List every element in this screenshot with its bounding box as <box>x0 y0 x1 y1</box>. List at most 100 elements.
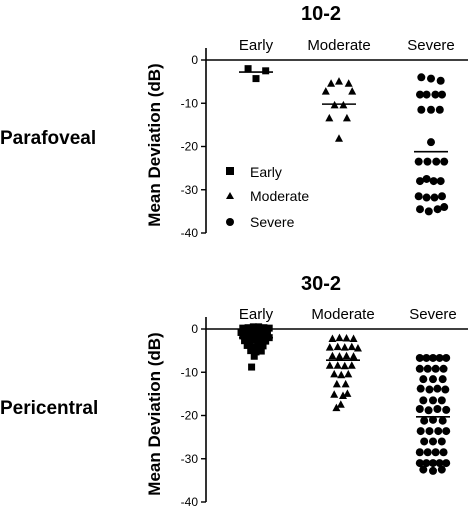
data-point-severe <box>419 465 428 474</box>
data-point-moderate <box>335 333 344 342</box>
data-point-moderate <box>325 343 334 351</box>
data-point-severe <box>429 466 437 475</box>
data-point-moderate <box>337 370 346 379</box>
data-point-early <box>243 341 251 349</box>
data-point-moderate <box>335 352 344 360</box>
y-tick-label: -40 <box>181 226 199 240</box>
data-point-severe <box>442 405 451 414</box>
data-point-moderate <box>332 379 341 388</box>
data-point-moderate <box>335 77 343 85</box>
data-point-severe <box>416 384 425 393</box>
data-point-early <box>254 342 262 350</box>
data-point-early <box>260 324 268 332</box>
data-point-severe <box>417 73 426 82</box>
legend-triangle-icon <box>226 192 234 199</box>
data-point-severe <box>431 364 440 373</box>
data-point-severe <box>430 193 439 202</box>
data-point-moderate <box>349 352 358 360</box>
data-point-moderate <box>342 113 351 122</box>
data-point-severe <box>415 448 424 457</box>
data-point-severe <box>415 353 424 362</box>
data-point-severe <box>414 192 423 201</box>
data-point-early <box>241 337 249 345</box>
data-point-severe <box>433 205 442 214</box>
data-point-severe <box>422 90 431 99</box>
data-point-severe <box>429 415 437 424</box>
data-point-severe <box>420 437 429 446</box>
data-point-severe <box>423 157 432 166</box>
y-tick-label: -20 <box>181 140 199 154</box>
data-point-moderate <box>336 400 345 408</box>
data-point-moderate <box>332 403 341 412</box>
data-point-severe <box>439 448 448 457</box>
category-label-severe: Severe <box>407 37 455 54</box>
data-point-moderate <box>339 391 347 400</box>
data-point-severe <box>420 416 429 425</box>
data-point-early <box>244 65 252 73</box>
data-point-moderate <box>321 87 330 95</box>
data-point-severe <box>440 157 449 166</box>
data-point-early <box>239 324 247 332</box>
data-point-severe <box>433 384 442 393</box>
y-axis-label: Mean Deviation (dB) <box>145 332 164 495</box>
legend-square-icon <box>226 167 234 175</box>
data-point-severe <box>425 385 434 394</box>
data-points <box>237 323 451 475</box>
data-point-moderate <box>347 361 356 369</box>
data-point-severe <box>417 105 426 114</box>
data-point-moderate <box>344 79 353 87</box>
data-point-severe <box>427 74 435 83</box>
category-label-early: Early <box>239 37 274 54</box>
data-point-severe <box>431 90 440 99</box>
y-tick-label: -10 <box>181 365 199 379</box>
data-point-moderate <box>325 361 334 369</box>
legend-circle-icon <box>226 218 234 226</box>
data-point-severe <box>416 205 424 214</box>
data-point-severe <box>429 177 438 186</box>
data-point-severe <box>442 353 451 362</box>
data-point-severe <box>440 203 449 212</box>
data-point-severe <box>438 416 447 425</box>
data-point-severe <box>424 207 433 216</box>
data-point-early <box>252 348 260 356</box>
data-point-early <box>256 338 264 346</box>
data-point-severe <box>414 157 423 166</box>
data-point-severe <box>436 177 445 186</box>
data-point-severe <box>442 459 451 468</box>
panel-title: 10-2 <box>301 3 341 25</box>
data-point-moderate <box>347 342 356 351</box>
data-point-moderate <box>325 113 334 122</box>
data-point-early <box>239 332 247 340</box>
y-tick-label: -20 <box>181 409 199 423</box>
data-point-severe <box>422 353 431 362</box>
data-point-severe <box>437 465 446 474</box>
data-point-early <box>247 347 255 355</box>
data-point-severe <box>434 427 443 436</box>
data-point-early <box>242 328 250 336</box>
data-point-severe <box>416 427 425 436</box>
data-point-severe <box>423 364 432 373</box>
data-point-severe <box>429 353 437 362</box>
data-point-severe <box>427 105 435 114</box>
data-point-severe <box>438 192 446 201</box>
row-label-parafoveal: Parafoveal <box>0 128 96 149</box>
data-point-severe <box>437 396 446 405</box>
data-point-severe <box>419 375 428 384</box>
data-point-moderate <box>328 334 337 342</box>
data-point-severe <box>435 459 444 468</box>
category-label-severe: Severe <box>409 306 457 323</box>
y-tick-label: -10 <box>181 96 199 110</box>
panel-30-2: 30-2 Mean Deviation (dB) Early Moderate … <box>145 273 468 509</box>
row-label-pericentral: Pericentral <box>0 398 98 419</box>
data-point-severe <box>422 193 431 202</box>
data-point-severe <box>439 364 448 373</box>
data-point-severe <box>442 427 451 436</box>
data-point-early <box>250 352 258 360</box>
data-points <box>239 65 449 216</box>
data-point-moderate <box>348 87 357 95</box>
panel-10-2: 10-2 Mean Deviation (dB) Early Moderate … <box>145 3 468 240</box>
legend-label-early: Early <box>250 164 282 180</box>
y-tick-label: -40 <box>181 495 199 509</box>
